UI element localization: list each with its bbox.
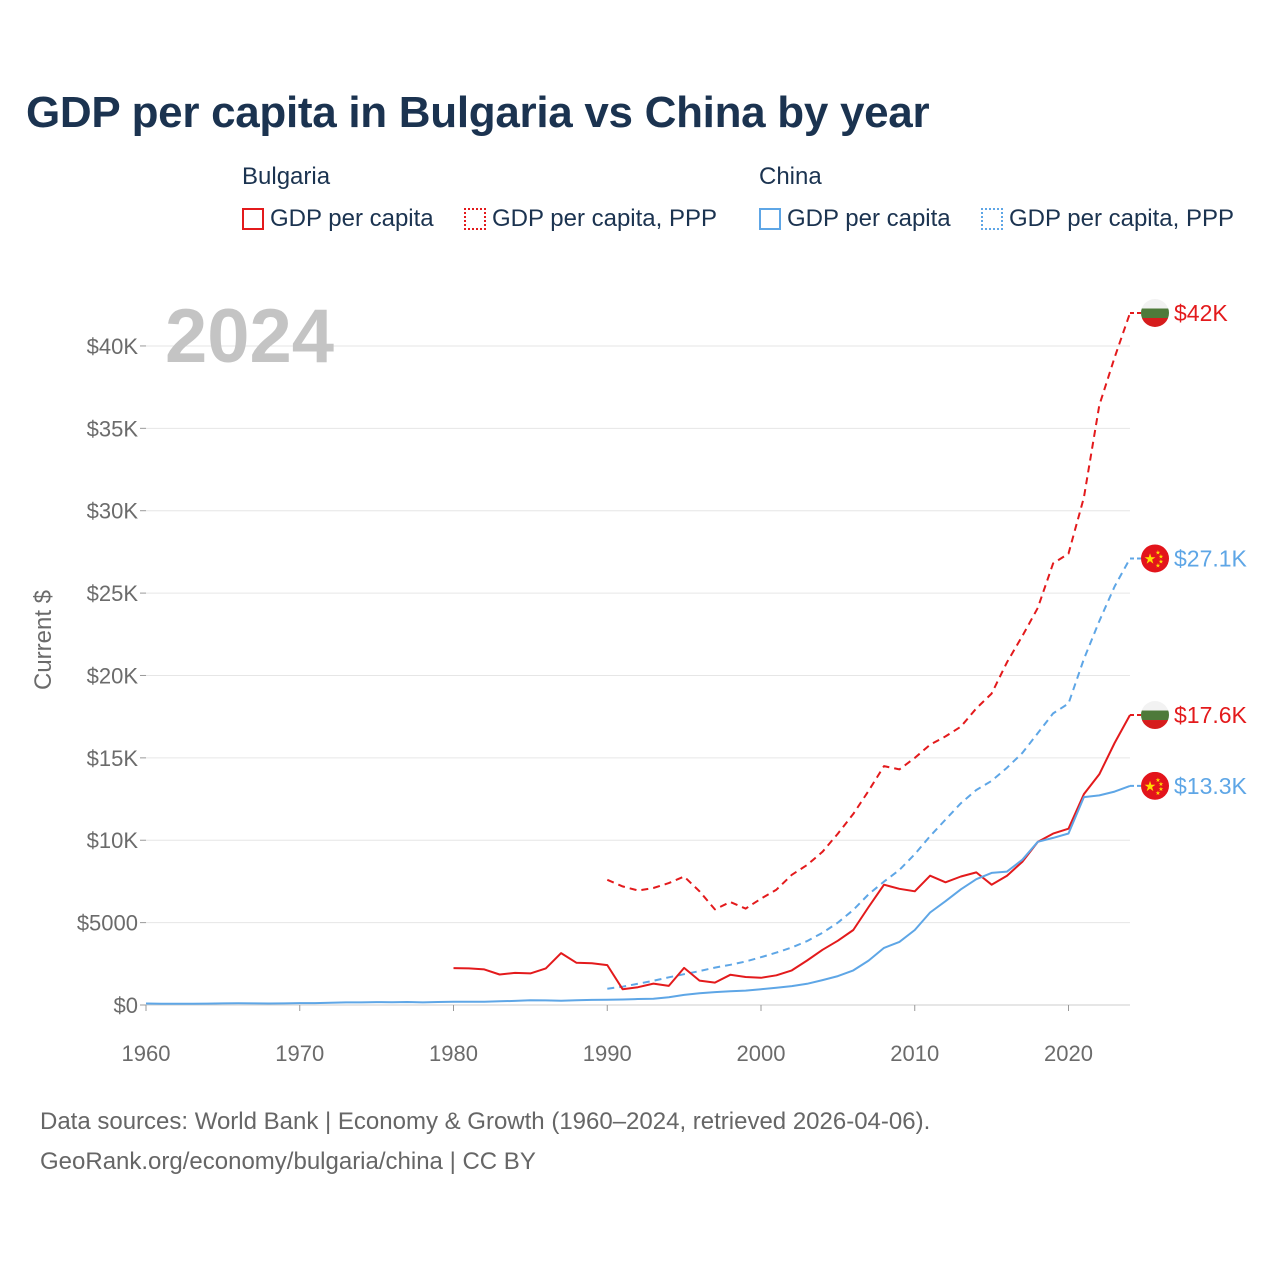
y-tick-label: $30K <box>87 499 139 524</box>
svg-text:★: ★ <box>1155 549 1160 556</box>
svg-text:★: ★ <box>1155 777 1160 784</box>
legend-group-china: China <box>759 163 822 190</box>
y-tick-label: $10K <box>87 828 139 853</box>
series-lines <box>145 312 1131 1005</box>
legend-item-bulgaria-gdp[interactable]: GDP per capita <box>242 204 434 234</box>
y-axis-title: Current $ <box>30 590 57 690</box>
year-watermark: 2024 <box>165 294 334 379</box>
y-tick-label: $0 <box>114 993 138 1018</box>
line-chart: 2024 $0 $5000 $10K $15K $20K $25K $30K $35K $40K… <box>30 294 1248 1066</box>
series-line-1[interactable] <box>607 558 1131 990</box>
svg-text:★: ★ <box>1155 790 1160 797</box>
legend-swatch-solid-red <box>242 208 264 230</box>
page-title: GDP per capita in Bulgaria vs China by y… <box>26 88 930 137</box>
legend-label: GDP per capita <box>270 205 434 232</box>
svg-text:★: ★ <box>1144 550 1157 566</box>
series-line-0[interactable] <box>606 312 1131 911</box>
legend-swatch-dotted-blue <box>981 208 1003 230</box>
x-tick-label: 1970 <box>275 1041 324 1066</box>
axes: $0 $5000 $10K $15K $20K $25K $30K $35K $40K 1960 1… <box>77 334 1093 1066</box>
x-tick-label: 2010 <box>890 1041 939 1066</box>
legend-item-bulgaria-gdp-ppp[interactable]: GDP per capita, PPP <box>464 204 717 234</box>
svg-text:★: ★ <box>1155 562 1160 569</box>
end-value-label: $17.6K <box>1174 702 1248 728</box>
x-tick-label: 2000 <box>737 1041 786 1066</box>
footer-url[interactable]: GeoRank.org/economy/bulgaria/china | CC … <box>40 1148 536 1175</box>
x-tick-label: 1990 <box>583 1041 632 1066</box>
y-tick-label: $25K <box>87 581 139 606</box>
y-tick-label: $15K <box>87 746 139 771</box>
legend-item-china-gdp[interactable]: GDP per capita <box>759 204 951 234</box>
svg-text:★: ★ <box>1144 778 1157 794</box>
x-tick-label: 2020 <box>1044 1041 1093 1066</box>
bulgaria-flag-icon <box>1141 299 1169 327</box>
legend-label: GDP per capita, PPP <box>492 205 717 232</box>
y-tick-label: $40K <box>87 334 139 359</box>
end-value-label: $42K <box>1174 300 1228 326</box>
footer-sources: Data sources: World Bank | Economy & Gro… <box>40 1108 931 1135</box>
svg-text:★: ★ <box>1158 781 1163 788</box>
legend-label: GDP per capita, PPP <box>1009 205 1234 232</box>
svg-text:★: ★ <box>1158 786 1163 793</box>
svg-text:★: ★ <box>1158 558 1163 565</box>
series-line-3[interactable] <box>145 784 1131 1005</box>
end-value-label: $13.3K <box>1174 773 1248 799</box>
china-flag-icon: ★ ★★★★ <box>1141 771 1169 800</box>
y-tick-label: $20K <box>87 663 139 688</box>
svg-text:★: ★ <box>1158 553 1163 560</box>
x-tick-label: 1960 <box>122 1041 171 1066</box>
x-tick-label: 1980 <box>429 1041 478 1066</box>
end-labels: $42K★ ★★★★ $27.1K$17.6K★ ★★★★ $13.3K <box>1130 299 1248 800</box>
legend-item-china-gdp-ppp[interactable]: GDP per capita, PPP <box>981 204 1234 234</box>
china-flag-icon: ★ ★★★★ <box>1141 544 1169 573</box>
legend-swatch-solid-blue <box>759 208 781 230</box>
legend-label: GDP per capita <box>787 205 951 232</box>
legend-swatch-dotted-red <box>464 208 486 230</box>
legend-group-bulgaria: Bulgaria <box>242 163 331 190</box>
y-tick-label: $35K <box>87 416 139 441</box>
series-line-2[interactable] <box>453 714 1131 991</box>
grid-lines <box>146 345 1130 1006</box>
bulgaria-flag-icon <box>1141 701 1169 730</box>
y-tick-label: $5000 <box>77 911 138 936</box>
end-value-label: $27.1K <box>1174 545 1248 571</box>
